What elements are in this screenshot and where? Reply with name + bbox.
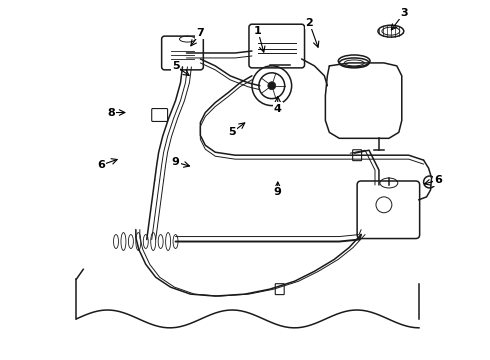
Text: 9: 9 [172,157,179,167]
FancyBboxPatch shape [152,109,168,121]
Text: 7: 7 [196,28,204,38]
FancyBboxPatch shape [353,150,362,161]
Text: 1: 1 [254,26,262,36]
Text: 3: 3 [400,8,408,18]
Text: 5: 5 [172,61,179,71]
Circle shape [268,82,276,90]
Text: 9: 9 [274,187,282,197]
FancyBboxPatch shape [275,284,284,294]
Text: 8: 8 [107,108,115,117]
Text: 4: 4 [274,104,282,113]
Text: 6: 6 [97,160,105,170]
Text: 5: 5 [228,127,236,138]
Text: 6: 6 [435,175,442,185]
Text: 2: 2 [306,18,314,28]
